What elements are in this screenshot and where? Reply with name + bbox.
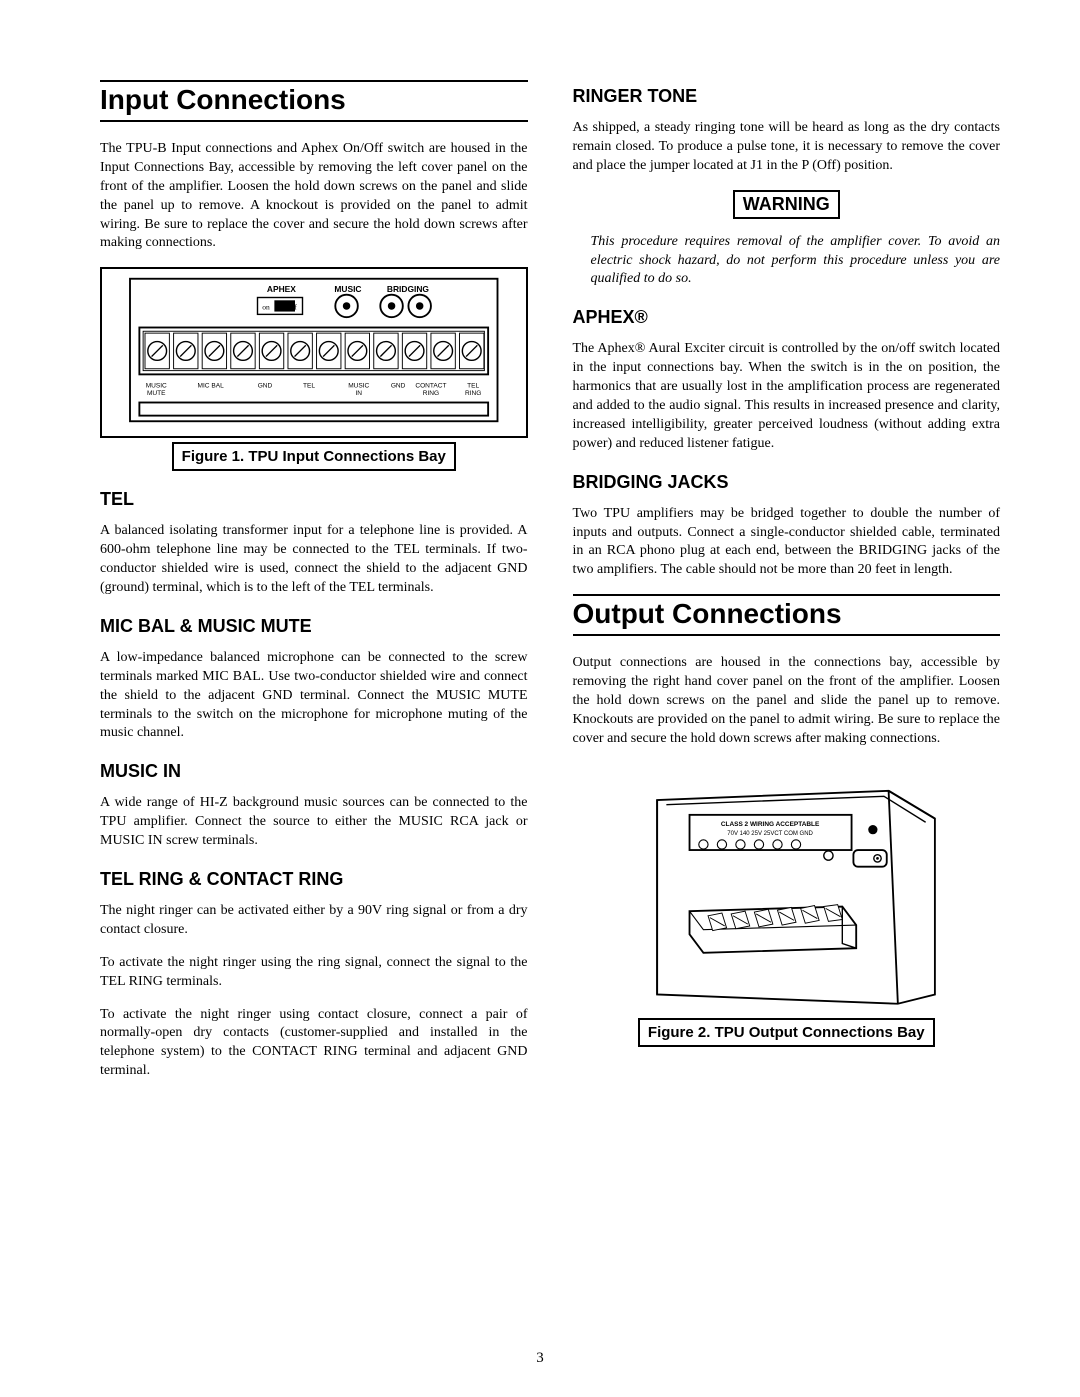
svg-text:TEL: TEL <box>467 383 479 390</box>
para-bridging: Two TPU amplifiers may be bridged togeth… <box>573 505 1001 581</box>
section-title-input-connections: Input Connections <box>100 80 528 122</box>
para-output-intro: Output connections are housed in the con… <box>573 654 1001 748</box>
section-title-output-connections: Output Connections <box>573 594 1001 636</box>
warning-label: WARNING <box>733 190 840 219</box>
svg-text:CLASS 2 WIRING ACCEPTABLE: CLASS 2 WIRING ACCEPTABLE <box>720 821 819 828</box>
figure-1-diagram: APHEX MUSIC BRIDGING on off <box>100 267 528 438</box>
svg-text:GND: GND <box>258 383 273 390</box>
svg-text:APHEX: APHEX <box>267 284 296 294</box>
svg-text:MIC BAL: MIC BAL <box>198 383 225 390</box>
page-number: 3 <box>536 1350 544 1367</box>
right-column: RINGER TONE As shipped, a steady ringing… <box>573 80 1001 1095</box>
svg-text:CONTACT: CONTACT <box>415 383 446 390</box>
svg-text:RING: RING <box>465 390 481 397</box>
figure-2-caption: Figure 2. TPU Output Connections Bay <box>638 1018 935 1047</box>
heading-tel-ring: TEL RING & CONTACT RING <box>100 869 528 890</box>
svg-text:BRIDGING: BRIDGING <box>387 284 430 294</box>
figure-2-diagram: CLASS 2 WIRING ACCEPTABLE 70V 140 25V 25… <box>573 763 1001 1013</box>
figure-1: APHEX MUSIC BRIDGING on off <box>100 267 528 471</box>
svg-text:off: off <box>288 303 297 312</box>
para-tel-ring-3: To activate the night ringer using conta… <box>100 1006 528 1082</box>
svg-text:MUSIC: MUSIC <box>348 383 369 390</box>
para-music-in: A wide range of HI-Z background music so… <box>100 794 528 851</box>
para-tel-ring-1: The night ringer can be activated either… <box>100 902 528 940</box>
heading-mic-bal: MIC BAL & MUSIC MUTE <box>100 616 528 637</box>
section-mic-bal: MIC BAL & MUSIC MUTE A low-impedance bal… <box>100 616 528 743</box>
heading-aphex: APHEX® <box>573 307 1001 328</box>
para-mic-bal: A low-impedance balanced microphone can … <box>100 649 528 743</box>
svg-text:70V 140 25V 25VCT COM GND: 70V 140 25V 25VCT COM GND <box>727 831 813 837</box>
svg-text:GND: GND <box>391 383 406 390</box>
left-column: Input Connections The TPU-B Input connec… <box>100 80 528 1095</box>
heading-bridging: BRIDGING JACKS <box>573 472 1001 493</box>
svg-text:TEL: TEL <box>303 383 315 390</box>
figure-2: CLASS 2 WIRING ACCEPTABLE 70V 140 25V 25… <box>573 763 1001 1047</box>
svg-text:RING: RING <box>423 390 439 397</box>
svg-text:IN: IN <box>355 390 362 397</box>
para-tel: A balanced isolating transformer input f… <box>100 522 528 598</box>
intro-paragraph: The TPU-B Input connections and Aphex On… <box>100 140 528 253</box>
svg-text:MUSIC: MUSIC <box>334 284 361 294</box>
para-aphex: The Aphex® Aural Exciter circuit is cont… <box>573 340 1001 453</box>
warning-wrap: WARNING <box>573 190 1001 219</box>
warning-text: This procedure requires removal of the a… <box>591 233 1001 290</box>
heading-tel: TEL <box>100 489 528 510</box>
heading-ringer-tone: RINGER TONE <box>573 86 1001 107</box>
figure-1-caption: Figure 1. TPU Input Connections Bay <box>172 442 456 471</box>
para-ringer-tone: As shipped, a steady ringing tone will b… <box>573 119 1001 176</box>
heading-music-in: MUSIC IN <box>100 761 528 782</box>
svg-text:MUTE: MUTE <box>147 390 166 397</box>
para-tel-ring-2: To activate the night ringer using the r… <box>100 954 528 992</box>
section-tel-ring: TEL RING & CONTACT RING The night ringer… <box>100 869 528 1081</box>
svg-text:MUSIC: MUSIC <box>146 383 167 390</box>
section-tel: TEL A balanced isolating transformer inp… <box>100 489 528 598</box>
svg-text:on: on <box>262 303 270 312</box>
section-music-in: MUSIC IN A wide range of HI-Z background… <box>100 761 528 851</box>
